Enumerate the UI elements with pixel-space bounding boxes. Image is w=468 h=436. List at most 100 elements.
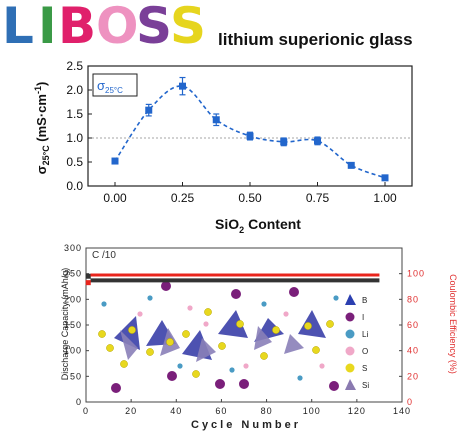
y-tick-label: 0.5 bbox=[66, 155, 83, 169]
bottom-axes: 0 50 100 150 200 250 300 0 20 40 60 80 100 0 20 40 60 80 1… bbox=[64, 243, 425, 416]
logo-letter-l: L bbox=[2, 0, 34, 55]
lithium-atom bbox=[261, 301, 267, 307]
structure-legend: BI Li OS Si bbox=[345, 294, 369, 390]
left-tick-label: 150 bbox=[64, 320, 82, 330]
oxygen-atom bbox=[137, 311, 143, 317]
sulfur-atom bbox=[272, 326, 280, 334]
x-axis-label: SiO2 Content bbox=[215, 216, 301, 235]
x-tick-label: 40 bbox=[170, 406, 182, 416]
top-axes: 0.0 0.5 1.0 1.5 2.0 2.5 0.00 0.25 0.50 0.75 1.00 bbox=[66, 59, 413, 205]
logo-letter-s1: S bbox=[136, 0, 173, 55]
iodine-atom bbox=[215, 379, 225, 389]
left-tick-label: 300 bbox=[64, 243, 82, 253]
sulfur-atom bbox=[98, 330, 106, 338]
legend-label-si: Si bbox=[362, 381, 369, 390]
borate-triangle bbox=[218, 310, 248, 338]
conductivity-chart: 0.0 0.5 1.0 1.5 2.0 2.5 0.00 0.25 0.50 0.75 1.00 σ… bbox=[33, 59, 413, 235]
right-tick-label: 20 bbox=[407, 371, 419, 381]
legend-box bbox=[92, 73, 138, 97]
x-tick-label: 20 bbox=[125, 406, 137, 416]
x-tick-label: 0.00 bbox=[103, 191, 127, 205]
logo-letter-i: I bbox=[38, 0, 57, 55]
x-tick-label: 0.75 bbox=[306, 191, 330, 205]
top-data bbox=[111, 76, 389, 182]
left-tick-label: 50 bbox=[70, 371, 82, 381]
x-tick-label: 80 bbox=[261, 406, 273, 416]
top-labels: σ25°C (mS·cm-1) SiO2 Content σ25°C bbox=[33, 73, 301, 235]
lithium-atom bbox=[147, 295, 153, 301]
sulfur-atom bbox=[304, 322, 312, 330]
sulfur-atom bbox=[128, 326, 136, 334]
banner: L I B O S S lithium superionic glass bbox=[0, 0, 468, 58]
iodine-atom bbox=[329, 381, 339, 391]
right-axis-label: Coulombic Efficiency (%) bbox=[448, 274, 458, 374]
y-tick-label: 2.0 bbox=[66, 83, 83, 97]
data-point bbox=[145, 106, 153, 114]
right-tick-label: 0 bbox=[407, 397, 413, 407]
iodine-atom bbox=[289, 287, 299, 297]
iodine-atom bbox=[111, 383, 121, 393]
silicate-tetrahedron bbox=[120, 330, 138, 360]
legend: σ25°C bbox=[92, 73, 138, 97]
sulfur-atom bbox=[312, 346, 320, 354]
x-tick-label: 0.25 bbox=[171, 191, 195, 205]
data-point bbox=[246, 132, 254, 140]
sulfur-atom bbox=[166, 338, 174, 346]
sulfur-atom bbox=[326, 320, 334, 328]
logo-letter-b: B bbox=[58, 0, 97, 55]
x-tick-label: 120 bbox=[348, 406, 366, 416]
legend-label: σ25°C bbox=[97, 78, 123, 95]
lithium-atom bbox=[101, 301, 107, 307]
x-tick-label: 140 bbox=[393, 406, 411, 416]
y-tick-label: 0.0 bbox=[66, 179, 83, 193]
silicate-tetrahedron bbox=[196, 338, 216, 362]
oxygen-atom bbox=[319, 363, 325, 369]
sulfur-atom bbox=[106, 344, 114, 352]
x-tick-label: 1.00 bbox=[373, 191, 397, 205]
data-point bbox=[111, 157, 119, 165]
legend-label-b: B bbox=[362, 296, 367, 305]
right-tick-label: 80 bbox=[407, 294, 419, 304]
efficiency-point bbox=[85, 280, 91, 286]
tagline: lithium superionic glass bbox=[218, 30, 413, 49]
legend-label-o: O bbox=[362, 347, 368, 356]
iodine-atom bbox=[167, 371, 177, 381]
capacity-point bbox=[85, 273, 91, 279]
legend-symbol-li bbox=[345, 329, 355, 339]
iodine-atom bbox=[231, 289, 241, 299]
right-tick-label: 100 bbox=[407, 269, 425, 279]
y-axis-label: σ25°C (mS·cm-1) bbox=[33, 82, 51, 175]
oxygen-atom bbox=[203, 321, 209, 327]
x-tick-label: 60 bbox=[215, 406, 227, 416]
sulfur-atom bbox=[260, 352, 268, 360]
bottom-x-axis-label: Cycle Number bbox=[191, 419, 301, 431]
left-tick-label: 250 bbox=[64, 269, 82, 279]
x-tick-label: 0.50 bbox=[238, 191, 262, 205]
legend-symbol-o bbox=[345, 346, 355, 356]
sulfur-atom bbox=[146, 348, 154, 356]
logo-letter-o: O bbox=[96, 0, 139, 55]
iodine-atom bbox=[239, 379, 249, 389]
legend-label-i: I bbox=[362, 313, 364, 322]
data-point bbox=[314, 137, 321, 145]
y-tick-label: 1.5 bbox=[66, 107, 83, 121]
sulfur-atom bbox=[204, 308, 212, 316]
data-point bbox=[381, 174, 389, 182]
silicate-tetrahedron bbox=[284, 334, 304, 354]
legend-label-s: S bbox=[362, 364, 367, 373]
oxygen-atom bbox=[187, 305, 193, 311]
legend-symbol-i bbox=[345, 312, 355, 322]
sulfur-atom bbox=[236, 320, 244, 328]
bottom-data bbox=[85, 273, 380, 286]
right-tick-label: 60 bbox=[407, 320, 419, 330]
left-tick-label: 200 bbox=[64, 294, 82, 304]
lithium-atom bbox=[333, 295, 339, 301]
y-tick-label: 1.0 bbox=[66, 131, 83, 145]
left-tick-label: 100 bbox=[64, 346, 82, 356]
lithium-atom bbox=[229, 367, 235, 373]
data-point bbox=[347, 161, 355, 169]
legend-symbol-b bbox=[345, 294, 356, 305]
lithium-atom bbox=[177, 363, 183, 369]
oxygen-atom bbox=[243, 363, 249, 369]
structure-illustration bbox=[98, 281, 339, 393]
